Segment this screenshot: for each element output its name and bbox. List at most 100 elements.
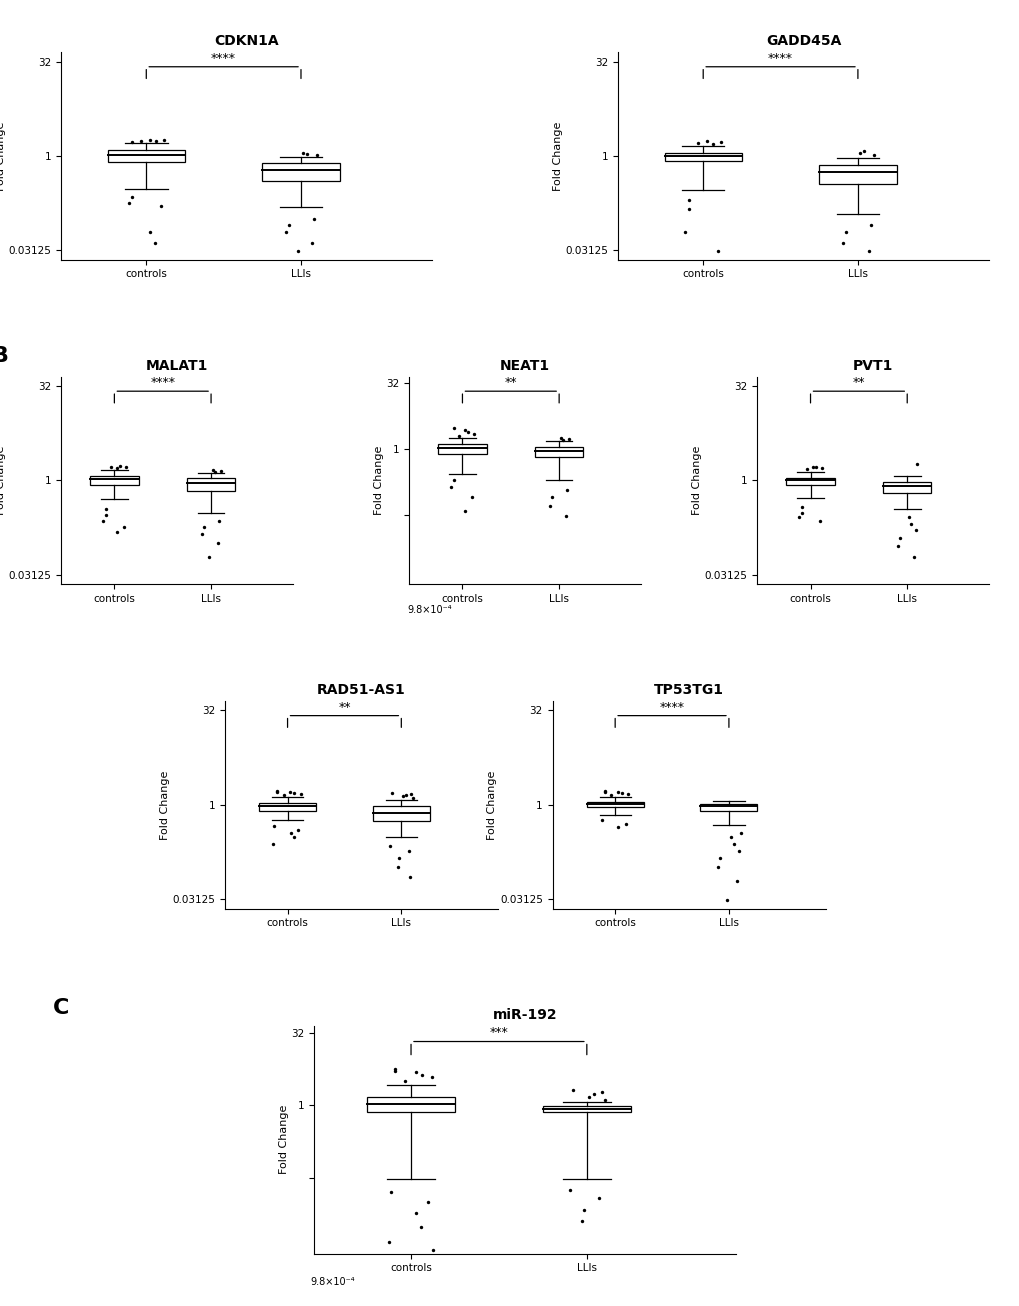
Point (142, 129, 158, 150)
Point (573, 1211, 589, 1232)
Bar (818, 165, 896, 184)
Point (865, 144, 881, 165)
Point (799, 458, 815, 479)
Y-axis label: Fold Change: Fold Change (552, 121, 562, 191)
Point (148, 131, 164, 151)
Text: **: ** (504, 376, 517, 389)
Point (98, 504, 114, 525)
Title: MALAT1: MALAT1 (146, 359, 208, 372)
Point (196, 516, 212, 537)
Point (541, 496, 557, 517)
Point (201, 546, 217, 567)
Bar (90, 475, 139, 485)
Point (681, 199, 697, 219)
Point (382, 836, 398, 857)
Point (285, 827, 302, 848)
Point (711, 848, 728, 868)
Point (445, 418, 462, 439)
Title: TP53TG1: TP53TG1 (653, 683, 723, 697)
Point (290, 819, 307, 840)
Point (396, 1071, 413, 1092)
Y-axis label: Fold Change: Fold Change (0, 445, 6, 515)
Point (265, 833, 281, 854)
Text: ****: **** (659, 700, 684, 713)
Y-axis label: Fold Change: Fold Change (373, 445, 383, 515)
Point (463, 487, 479, 508)
Point (204, 460, 220, 481)
Point (681, 189, 697, 210)
Point (389, 857, 406, 878)
Bar (664, 153, 741, 161)
Point (282, 782, 299, 803)
Point (596, 780, 612, 801)
Y-axis label: Fold Change: Fold Change (691, 445, 701, 515)
Point (403, 784, 419, 804)
Point (266, 815, 282, 836)
Point (401, 867, 418, 888)
Point (804, 456, 820, 477)
Point (677, 222, 693, 243)
Point (811, 511, 827, 532)
Text: ****: **** (211, 52, 236, 65)
Point (213, 460, 229, 481)
Point (560, 428, 577, 449)
Point (419, 1191, 435, 1212)
Point (596, 781, 612, 802)
Bar (186, 478, 235, 491)
Point (142, 222, 158, 243)
Point (277, 222, 293, 243)
Text: B: B (0, 346, 8, 366)
Point (834, 232, 850, 253)
Point (380, 1232, 396, 1252)
Point (575, 1199, 591, 1220)
Point (397, 785, 414, 806)
Point (400, 841, 417, 862)
Point (552, 427, 569, 448)
Point (905, 546, 921, 567)
Title: CDKN1A: CDKN1A (214, 34, 279, 48)
Bar (373, 806, 429, 821)
Point (275, 785, 291, 806)
Point (153, 196, 169, 217)
Point (442, 477, 459, 498)
Point (554, 430, 571, 451)
Point (862, 214, 878, 235)
Point (299, 144, 315, 165)
Point (590, 1187, 606, 1208)
Point (194, 524, 210, 545)
Point (394, 786, 411, 807)
Point (613, 782, 630, 803)
Point (109, 458, 125, 479)
Point (382, 1182, 398, 1203)
Point (292, 784, 309, 804)
Title: GADD45A: GADD45A (765, 34, 841, 48)
Point (387, 1058, 404, 1079)
Point (593, 1081, 609, 1102)
Point (98, 499, 114, 520)
Point (908, 453, 924, 474)
Point (387, 1060, 404, 1081)
Point (596, 1089, 612, 1110)
Point (689, 133, 705, 154)
Point (618, 814, 634, 835)
Point (807, 457, 823, 478)
Bar (534, 447, 583, 457)
Y-axis label: Fold Change: Fold Change (159, 771, 169, 840)
Point (860, 240, 876, 261)
Point (791, 507, 807, 528)
Point (450, 426, 467, 447)
Point (585, 1084, 601, 1105)
Point (718, 889, 735, 910)
Point (725, 833, 741, 854)
Point (889, 535, 905, 556)
Point (609, 816, 626, 837)
Point (465, 423, 481, 444)
Point (132, 131, 149, 151)
Point (813, 458, 829, 479)
Point (147, 232, 163, 253)
Text: **: ** (338, 700, 351, 713)
Bar (882, 482, 930, 494)
Point (561, 1179, 578, 1200)
Point (120, 192, 137, 213)
Point (851, 142, 867, 163)
